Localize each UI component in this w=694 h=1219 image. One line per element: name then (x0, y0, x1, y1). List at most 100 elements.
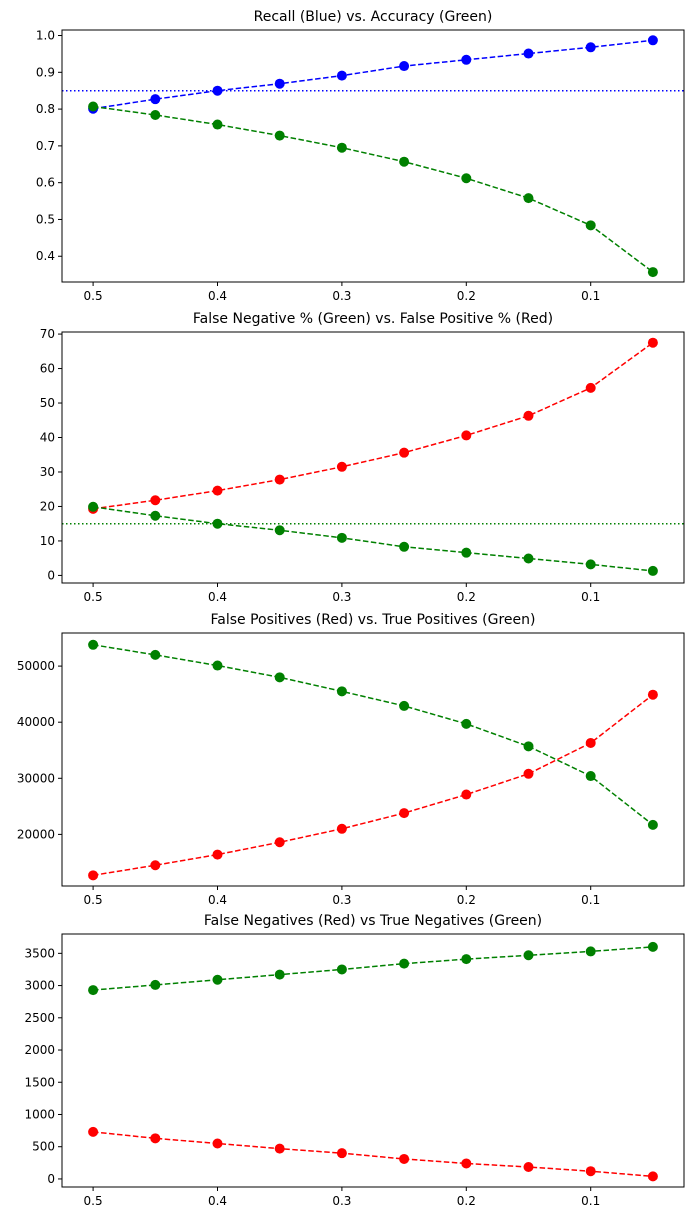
data-point (88, 985, 99, 996)
y-tick-label: 0.5 (36, 212, 55, 226)
x-tick-label: 0.3 (332, 289, 351, 303)
y-tick-label: 0.9 (36, 65, 55, 79)
data-point (212, 85, 223, 96)
data-point (88, 501, 99, 512)
data-point (336, 964, 347, 975)
series-line-1 (92, 39, 653, 110)
data-point (523, 1162, 534, 1173)
data-point (212, 485, 223, 496)
data-point (212, 119, 223, 130)
series-line-2 (92, 506, 653, 572)
data-point (274, 837, 285, 848)
x-tick-label: 0.4 (208, 289, 227, 303)
chart-title: False Negative % (Green) vs. False Posit… (193, 311, 553, 327)
x-tick-label: 0.5 (84, 289, 103, 303)
data-point (336, 70, 347, 81)
y-tick-label: 3500 (24, 946, 55, 960)
data-point (399, 1153, 410, 1164)
data-point (461, 789, 472, 800)
data-point (461, 718, 472, 729)
data-point (523, 768, 534, 779)
chart-title: False Negatives (Red) vs True Negatives … (204, 913, 542, 929)
data-point (274, 525, 285, 536)
data-point (336, 686, 347, 697)
y-tick-label: 0 (47, 568, 55, 582)
data-point (647, 1171, 658, 1182)
data-point (399, 808, 410, 819)
data-point (523, 410, 534, 421)
data-point (585, 220, 596, 231)
chart-2: False Negative % (Green) vs. False Posit… (40, 311, 685, 604)
data-point (212, 849, 223, 860)
series-line-1 (92, 644, 654, 826)
data-point (461, 430, 472, 441)
data-point (647, 337, 658, 348)
x-tick-label: 0.5 (84, 893, 103, 907)
data-point (274, 969, 285, 980)
data-point (585, 1166, 596, 1177)
data-point (399, 447, 410, 458)
chart-4: False Negatives (Red) vs True Negatives … (24, 913, 685, 1208)
data-point (399, 700, 410, 711)
x-tick-label: 0.4 (208, 1194, 227, 1208)
data-point (461, 547, 472, 558)
chart-title: Recall (Blue) vs. Accuracy (Green) (254, 9, 493, 25)
x-tick-label: 0.3 (332, 893, 351, 907)
data-point (150, 510, 161, 521)
data-point (88, 639, 99, 650)
data-point (461, 1158, 472, 1169)
chart-1: Recall (Blue) vs. Accuracy (Green) 0.5 0.4… (36, 9, 685, 303)
y-tick-label: 0.7 (36, 139, 55, 153)
chart-3: False Positives (Red) vs. True Positives… (17, 612, 685, 907)
data-point (585, 946, 596, 957)
data-point (150, 495, 161, 506)
y-tick-label: 50 (40, 396, 55, 410)
y-tick-label: 70 (40, 327, 55, 341)
data-point (647, 35, 658, 46)
data-point (274, 130, 285, 141)
data-point (585, 382, 596, 393)
y-tick-label: 10 (40, 534, 55, 548)
x-tick-label: 0.2 (457, 590, 476, 604)
data-point (399, 156, 410, 167)
x-tick-label: 0.1 (581, 1194, 600, 1208)
x-tick-label: 0.3 (332, 1194, 351, 1208)
data-point (150, 109, 161, 120)
y-tick-label: 1000 (24, 1107, 55, 1121)
data-point (461, 54, 472, 65)
data-point (523, 553, 534, 564)
data-point (647, 819, 658, 830)
data-point (399, 61, 410, 72)
data-point (647, 565, 658, 576)
series-line-2 (93, 1131, 653, 1178)
data-point (88, 101, 99, 112)
axes-frame (61, 933, 685, 1188)
data-point (274, 78, 285, 89)
x-tick-label: 0.3 (332, 590, 351, 604)
y-tick-label: 0.8 (36, 102, 55, 116)
y-tick-label: 0.6 (36, 176, 55, 190)
y-tick-label: 2500 (24, 1011, 55, 1025)
data-point (212, 1138, 223, 1149)
data-point (336, 823, 347, 834)
data-point (336, 1148, 347, 1159)
chart-title: False Positives (Red) vs. True Positives… (211, 612, 536, 628)
data-point (461, 954, 472, 965)
axes-frame (61, 29, 685, 283)
data-point (461, 173, 472, 184)
data-point (523, 950, 534, 961)
data-point (150, 860, 161, 871)
axes-frame (61, 632, 685, 887)
x-tick-label: 0.5 (84, 1194, 103, 1208)
data-point (336, 461, 347, 472)
data-point (150, 1133, 161, 1144)
data-point (88, 1126, 99, 1137)
data-point (647, 941, 658, 952)
data-point (523, 193, 534, 204)
y-tick-label: 40000 (17, 715, 55, 729)
data-point (212, 660, 223, 671)
y-tick-label: 20 (40, 499, 55, 513)
data-point (585, 559, 596, 570)
y-tick-label: 50000 (17, 659, 55, 673)
data-point (523, 741, 534, 752)
